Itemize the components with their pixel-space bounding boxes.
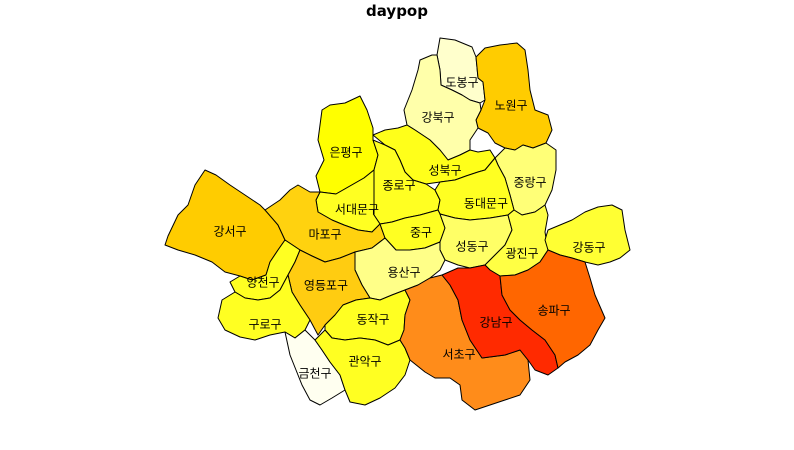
region-gangbuk[interactable] xyxy=(403,54,482,161)
label-songpa: 송파구 xyxy=(537,304,570,318)
label-yeongdeungpo: 영등포구 xyxy=(304,279,348,293)
region-nowon[interactable] xyxy=(475,42,553,151)
region-guro[interactable] xyxy=(217,274,311,341)
label-gangseo: 강서구 xyxy=(213,225,246,239)
label-nowon: 노원구 xyxy=(494,99,527,113)
district-labels: 도봉구 노원구 강북구 은평구 성북구 중랑구 종로구 동대문구 서대문구 강서… xyxy=(213,76,605,381)
label-yongsan: 용산구 xyxy=(387,266,420,280)
label-geumcheon: 금천구 xyxy=(298,366,331,381)
label-dobong: 도봉구 xyxy=(445,76,478,90)
label-jungnang: 중랑구 xyxy=(513,176,546,190)
label-eunpyeong: 은평구 xyxy=(329,146,362,160)
label-seongdong: 성동구 xyxy=(455,240,488,254)
district-regions xyxy=(164,37,631,411)
label-jongno: 종로구 xyxy=(382,179,415,193)
label-seongbuk: 성북구 xyxy=(428,164,461,178)
label-dongjak: 동작구 xyxy=(356,313,389,327)
region-gwanak[interactable] xyxy=(314,329,411,406)
label-gwangjin: 광진구 xyxy=(505,247,538,261)
map-title: daypop xyxy=(366,2,428,20)
region-songpa[interactable] xyxy=(499,249,606,369)
label-guro: 구로구 xyxy=(248,318,281,332)
label-gangdong: 강동구 xyxy=(572,241,605,255)
label-yangcheon: 양천구 xyxy=(246,275,279,290)
label-gangbuk: 강북구 xyxy=(421,111,454,125)
label-gwanak: 관악구 xyxy=(348,355,381,369)
label-seocho: 서초구 xyxy=(442,348,475,362)
label-junggu: 중구 xyxy=(410,226,432,240)
label-gangnam: 강남구 xyxy=(479,316,512,330)
label-dongdaemun: 동대문구 xyxy=(464,197,508,211)
label-mapo: 마포구 xyxy=(308,228,341,242)
label-seodaemun: 서대문구 xyxy=(335,203,379,217)
